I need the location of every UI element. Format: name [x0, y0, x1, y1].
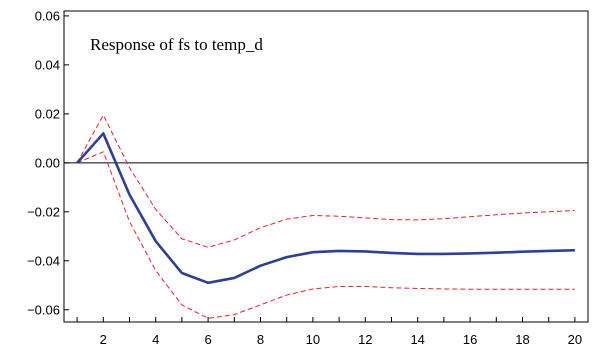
x-tick-label: 10: [306, 332, 320, 347]
y-tick-label: −0.04: [27, 253, 60, 268]
x-tick-label: 16: [463, 332, 477, 347]
y-tick-label: 0.06: [35, 8, 60, 23]
x-tick-label: 6: [204, 332, 211, 347]
y-tick-label: 0.00: [35, 155, 60, 170]
y-tick-label: 0.02: [35, 106, 60, 121]
y-axis: 0.06 0.04 0.02 0.00 −0.02 −0.04 −0.06: [27, 8, 69, 317]
y-tick-label: −0.06: [27, 302, 60, 317]
lower-band-line: [76, 151, 575, 319]
response-line: [76, 132, 575, 285]
x-tick-label: 20: [568, 332, 582, 347]
x-tick-label: 8: [257, 332, 264, 347]
plot-frame: [63, 10, 589, 323]
series-layer: [76, 114, 575, 319]
x-tick-label: 2: [100, 332, 107, 347]
chart-title: Response of fs to temp_d: [90, 35, 263, 54]
y-tick-label: 0.04: [35, 57, 60, 72]
upper-band-line: [76, 114, 575, 248]
x-tick-label: 4: [152, 332, 159, 347]
x-tick-label: 14: [410, 332, 424, 347]
x-tick-label: 18: [515, 332, 529, 347]
x-tick-label: 12: [358, 332, 372, 347]
y-tick-label: −0.02: [27, 204, 60, 219]
x-axis: 2 4 6 8 10 12 14 16 18 20: [76, 317, 582, 347]
